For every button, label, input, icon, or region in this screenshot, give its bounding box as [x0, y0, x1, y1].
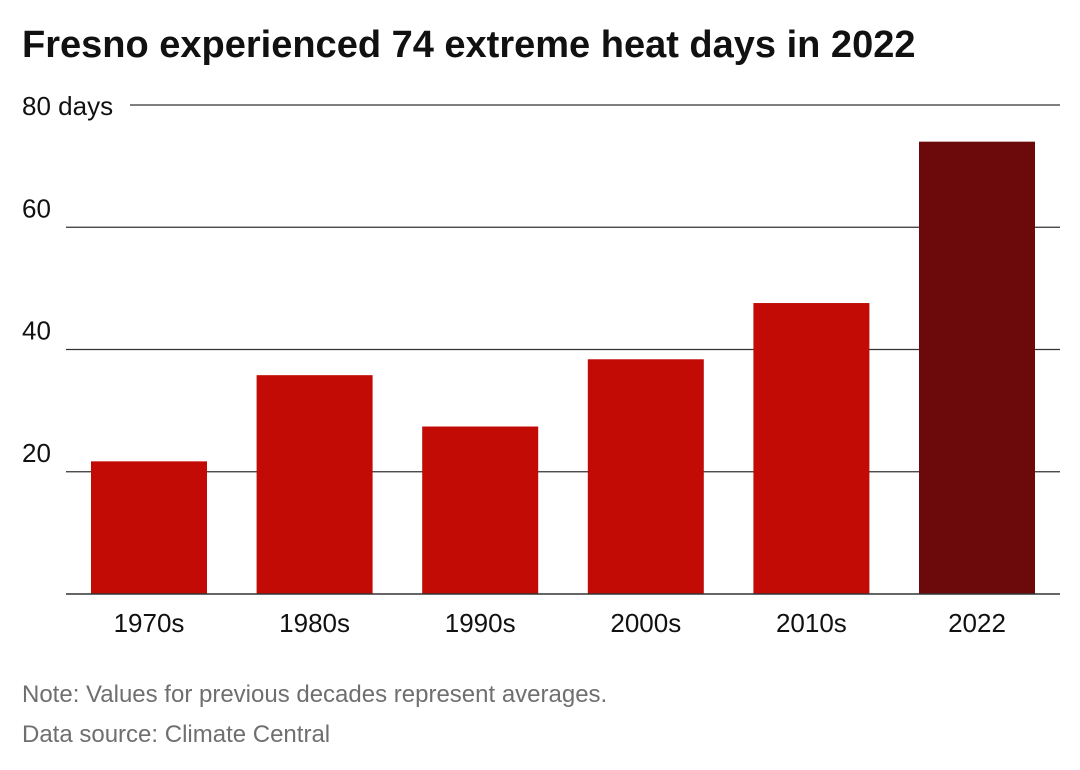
- chart-title: Fresno experienced 74 extreme heat days …: [22, 24, 916, 66]
- y-tick-label: 80 days: [22, 91, 113, 121]
- x-tick-label: 2010s: [776, 608, 847, 638]
- bar-2022: [919, 141, 1035, 595]
- y-tick-label: 40: [22, 316, 51, 346]
- x-tick-label: 1970s: [114, 608, 185, 638]
- x-tick-label: 2000s: [610, 608, 681, 638]
- y-tick-label: 60: [22, 193, 51, 223]
- x-tick-label: 1990s: [445, 608, 516, 638]
- bar-2010s: [753, 303, 870, 594]
- bar-2000s: [587, 359, 704, 594]
- chart-note: Note: Values for previous decades repres…: [22, 681, 608, 708]
- x-tick-label: 2022: [948, 608, 1006, 638]
- bars: [91, 141, 1035, 595]
- y-axis-labels: 20 40 60 80 days: [22, 91, 113, 468]
- bar-1990s: [422, 426, 539, 594]
- gridlines: [66, 104, 1060, 473]
- y-tick-label: 20: [22, 438, 51, 468]
- x-axis: 1970s 1980s 1990s 2000s 2010s 2022: [66, 593, 1060, 638]
- x-tick-label: 1980s: [279, 608, 350, 638]
- bar-1970s: [91, 461, 207, 594]
- data-source: Data source: Climate Central: [22, 721, 331, 748]
- bar-1980s: [256, 375, 373, 594]
